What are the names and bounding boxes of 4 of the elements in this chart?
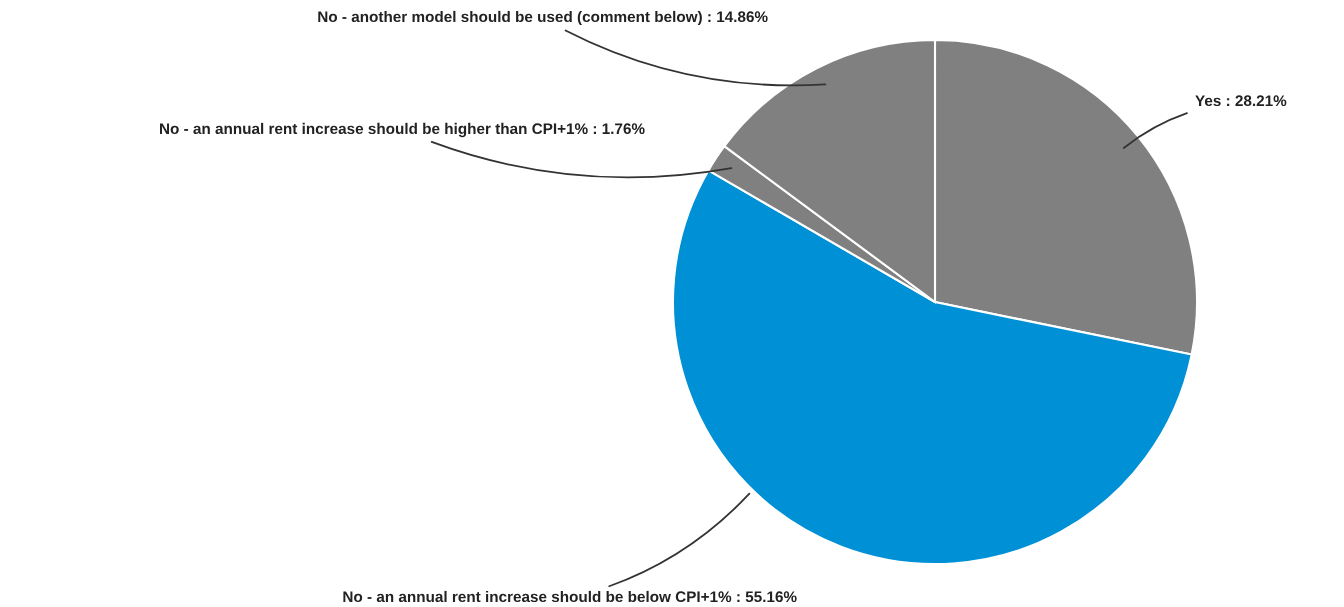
slice-label: No - an annual rent increase should be higher than CPI+1% : 1.76% bbox=[160, 122, 645, 138]
slice-label: Yes : 28.21% bbox=[1195, 95, 1287, 107]
slice-label: No - an annual rent increase should be below CPI+1% : 55.16% bbox=[343, 590, 797, 603]
slice-label: No - another model should be used (comment below) : 14.86% bbox=[318, 10, 768, 26]
